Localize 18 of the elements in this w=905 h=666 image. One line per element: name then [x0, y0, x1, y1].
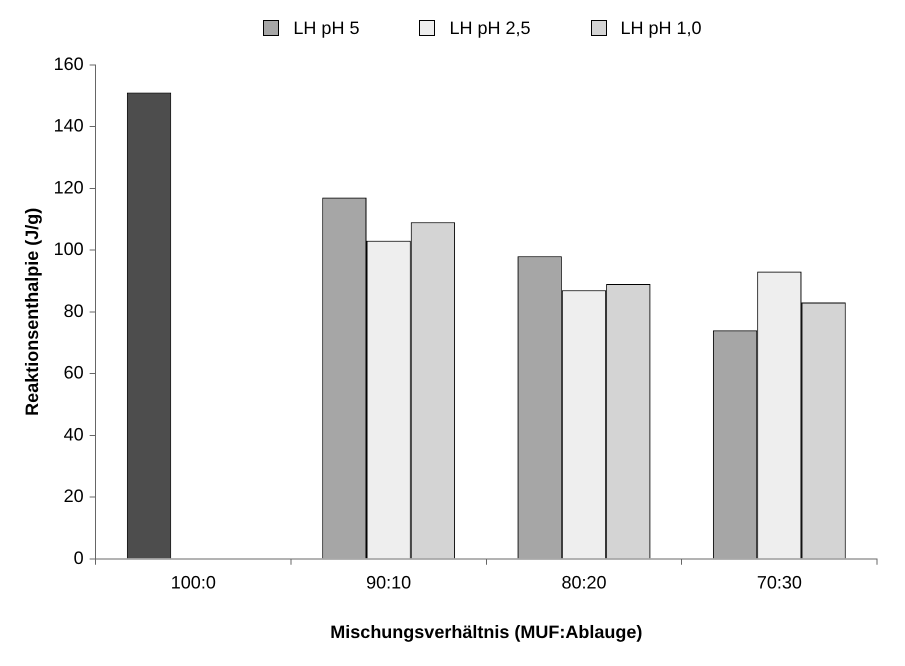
- x-tick-label: 100:0: [170, 572, 216, 593]
- y-tick-label: 80: [64, 300, 84, 321]
- y-axis-title: Reaktionsenthalpie (J/g): [22, 208, 42, 416]
- y-tick-label: 20: [64, 486, 84, 506]
- y-tick-label: 100: [54, 239, 84, 260]
- y-tick-label: 60: [64, 362, 84, 383]
- x-axis-title: Mischungsverhältnis (MUF:Ablauge): [330, 622, 642, 642]
- y-tick-label: 160: [54, 54, 84, 74]
- x-tick-label: 80:20: [561, 572, 607, 593]
- y-tick-label: 40: [64, 424, 84, 444]
- y-tick-label: 120: [54, 177, 84, 198]
- legend-label: LH pH 1,0: [620, 18, 702, 38]
- y-tick-label: 0: [74, 548, 84, 568]
- y-tick-label: 140: [54, 116, 84, 136]
- legend-label: LH pH 2,5: [449, 18, 531, 38]
- x-tick-label: 70:30: [756, 572, 802, 593]
- x-tick-label: 90:10: [366, 572, 412, 593]
- legend-label: LH pH 5: [293, 18, 360, 38]
